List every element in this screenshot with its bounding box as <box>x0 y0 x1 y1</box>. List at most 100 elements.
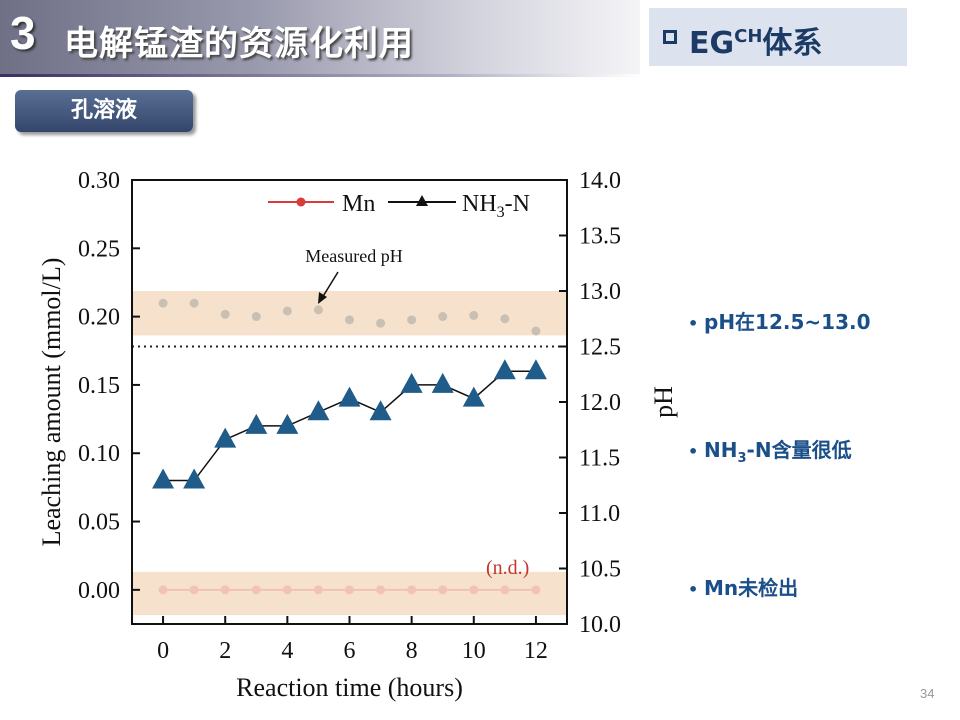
ph-point <box>500 314 510 324</box>
y-tick-label: 0.15 <box>78 373 120 399</box>
section-number: 3 <box>10 7 36 59</box>
bullet-nh3-sub: 3 <box>737 451 747 466</box>
y2-tick-label: 11.5 <box>579 446 620 472</box>
title-underline <box>0 74 640 77</box>
annotation-arrow-line <box>321 271 339 299</box>
bullet-ph-text: pH在12.5~13.0 <box>704 310 871 334</box>
bullet-dot-icon: • <box>688 314 699 333</box>
y2-tick-label: 14.0 <box>579 168 621 194</box>
y2-tick-label: 12.5 <box>579 335 621 361</box>
bullet-mn-text: Mn未检出 <box>704 576 799 600</box>
y-tick-label: 0.00 <box>78 578 120 604</box>
system-label-box: EGCH体系 <box>649 8 907 66</box>
nh3-point <box>431 372 454 393</box>
nh3-point <box>245 413 268 434</box>
bullet-nh3-post: -N含量很低 <box>746 438 852 462</box>
legend-mn-marker <box>296 197 306 207</box>
y-tick-label: 0.30 <box>78 168 120 194</box>
leaching-chart: 0.00 0.05 0.10 0.15 0.20 0.25 0.30 10.0 10.5 11.0… <box>37 168 678 702</box>
y2-axis-label: pH <box>649 386 678 418</box>
mn-point <box>376 585 386 595</box>
mn-point <box>158 585 168 595</box>
mn-point <box>220 585 230 595</box>
y2-tick-label: 12.0 <box>579 390 621 416</box>
ph-point <box>251 312 261 322</box>
y-tick-label: 0.20 <box>78 305 120 331</box>
mn-point <box>282 585 292 595</box>
ph-point <box>189 298 199 308</box>
y2-tick-label: 10.5 <box>579 557 621 583</box>
system-label-suffix: 体系 <box>762 26 823 61</box>
nh3-point <box>307 400 330 421</box>
x-tick-label: 2 <box>219 638 231 664</box>
y-tick-label: 0.05 <box>78 510 120 536</box>
x-tick-label: 4 <box>281 638 293 664</box>
square-bullet-icon <box>663 30 677 44</box>
nh3-point <box>524 359 547 380</box>
y-tick-label: 0.25 <box>78 236 120 262</box>
mn-point <box>500 585 510 595</box>
bullet-nh3-pre: NH <box>704 438 738 462</box>
nh3-point <box>493 359 516 380</box>
legend-nh3-pre: NH <box>462 191 497 217</box>
mn-point <box>251 585 261 595</box>
legend-nh3-sub: 3 <box>497 204 505 221</box>
page-title: 电解锰渣的资源化利用 <box>64 24 414 64</box>
legend-nh3-post: -N <box>505 191 530 217</box>
y2-tick-label: 13.0 <box>579 279 621 305</box>
ph-point <box>438 312 448 322</box>
ph-point <box>469 310 479 320</box>
legend-nh3-label: NH3-N <box>462 191 530 221</box>
ph-point <box>282 306 292 316</box>
mn-point <box>438 585 448 595</box>
bullet-mn: • Mn未检出 <box>688 572 798 601</box>
nh3-point <box>276 413 299 434</box>
nh3-point <box>183 468 206 489</box>
legend-mn-label: Mn <box>342 191 375 217</box>
ph-point <box>158 298 168 308</box>
title-bar: 3 电解锰渣的资源化利用 <box>0 0 640 76</box>
x-tick-label: 10 <box>462 638 486 664</box>
nh3-point <box>214 427 237 448</box>
section-tag-label: 孔溶液 <box>70 98 137 123</box>
x-tick-label: 12 <box>524 638 548 664</box>
nh3-point <box>400 372 423 393</box>
ph-point <box>407 315 417 325</box>
section-tag: 孔溶液 <box>15 90 193 132</box>
annotation-nd: (n.d.) <box>486 557 529 579</box>
system-label-main: EG <box>689 26 735 61</box>
x-tick-label: 0 <box>157 638 169 664</box>
mn-point <box>469 585 479 595</box>
y2-tick-label: 11.0 <box>579 501 620 527</box>
page-number: 34 <box>920 686 935 701</box>
y-tick-label: 0.10 <box>78 441 120 467</box>
annotation-arrow-head <box>318 292 327 304</box>
mn-point <box>189 585 199 595</box>
legend-nh3-marker <box>416 195 428 206</box>
bullet-dot-icon: • <box>688 442 699 461</box>
mn-point <box>313 585 323 595</box>
y2-tick-label: 10.0 <box>579 612 621 638</box>
ph-point <box>531 326 541 336</box>
bullet-ph: • pH在12.5~13.0 <box>688 306 871 335</box>
mn-point <box>345 585 354 595</box>
x-tick-label: 8 <box>406 638 418 664</box>
x-tick-label: 6 <box>344 638 356 664</box>
ph-point <box>220 309 230 319</box>
nh3-point <box>369 400 392 421</box>
nh3-point <box>462 386 485 407</box>
mn-point <box>531 585 541 595</box>
y-axis-label: Leaching amount (mmol/L) <box>37 258 66 547</box>
nh3-point <box>338 386 361 407</box>
ph-band-0 <box>132 291 567 336</box>
system-label-sup: CH <box>734 26 763 47</box>
y2-tick-label: 13.5 <box>579 224 621 250</box>
annotation-measured-ph: Measured pH <box>305 246 402 266</box>
ph-point <box>313 305 323 315</box>
mn-point <box>407 585 417 595</box>
system-label: EGCH体系 <box>689 18 822 62</box>
ph-point <box>345 315 354 325</box>
ph-point <box>376 318 386 328</box>
x-axis-label: Reaction time (hours) <box>236 673 463 702</box>
nh3-point <box>152 468 175 489</box>
